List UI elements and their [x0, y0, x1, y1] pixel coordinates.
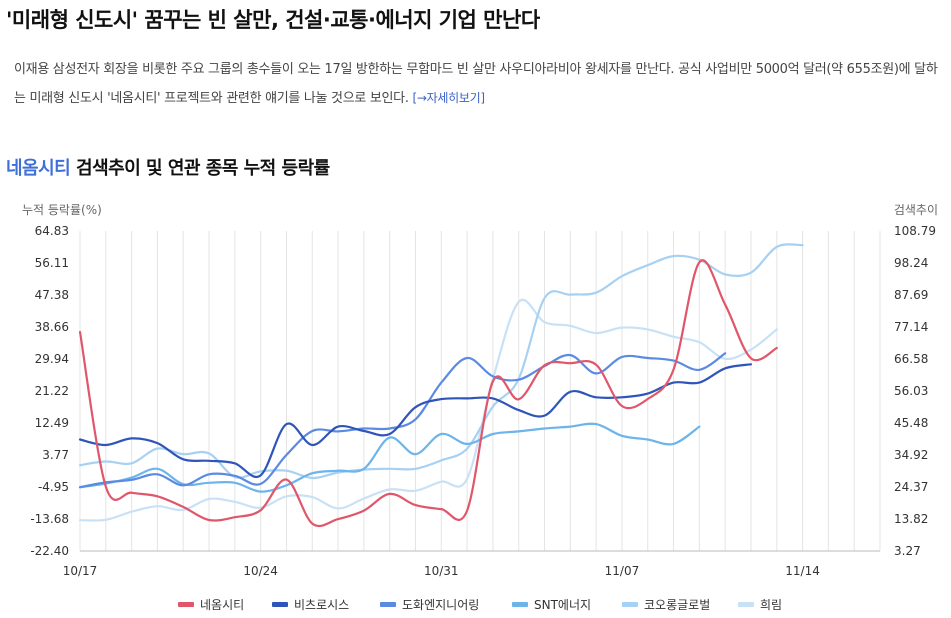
right-tick-label: 45.48 [894, 416, 928, 430]
legend-item[interactable]: 도화엔지니어링 [380, 598, 479, 612]
right-tick-label: 3.27 [894, 544, 921, 558]
x-tick-label: 10/24 [243, 564, 278, 578]
left-tick-label: 64.83 [35, 224, 69, 238]
legend-swatch [512, 602, 528, 607]
left-tick-label: 29.94 [35, 352, 69, 366]
legend-item[interactable]: SNT에너지 [512, 598, 591, 612]
series-lines [78, 243, 804, 528]
legend-item[interactable]: 비츠로시스 [272, 598, 349, 612]
article-summary-text: 이재용 삼성전자 회장을 비롯한 주요 그룹의 총수들이 오는 17일 방한하는… [14, 62, 938, 106]
left-tick-label: 47.38 [35, 288, 69, 302]
more-link[interactable]: [→자세히보기] [412, 91, 486, 105]
axis-ticks: 64.83 56.11 47.38 38.66 29.94 21.22 12.49 3.77 -… [30, 224, 936, 578]
right-tick-label: 24.37 [894, 480, 928, 494]
left-tick-label: -13.68 [30, 512, 69, 526]
right-tick-label: 13.82 [894, 512, 928, 526]
left-tick-label: -22.40 [30, 544, 69, 558]
right-tick-label: 98.24 [894, 256, 928, 270]
left-tick-label: -4.95 [38, 480, 69, 494]
x-tick-label: 10/17 [63, 564, 98, 578]
series-line-2 [78, 363, 753, 478]
series-line-5 [78, 243, 804, 480]
series-line-6 [78, 298, 778, 522]
legend: 네옴시티 비츠로시스 도화엔지니어링 SNT에너지 코오롱글로벌 희림 [178, 598, 782, 612]
right-tick-label: 77.14 [894, 320, 928, 334]
legend-item[interactable]: 코오롱글로벌 [622, 598, 710, 612]
legend-label: 희림 [760, 598, 782, 612]
chart-title-rest: 검색추이 및 연관 종목 누적 등락률 [70, 158, 330, 179]
legend-label: 네옴시티 [200, 598, 244, 612]
legend-label: 도화엔지니어링 [402, 598, 479, 612]
right-axis-unit: 검색추이 [894, 203, 938, 217]
chart-title: 네옴시티 검색추이 및 연관 종목 누적 등락률 [6, 154, 330, 180]
legend-label: SNT에너지 [534, 598, 591, 612]
left-tick-label: 12.49 [35, 416, 69, 430]
legend-swatch [380, 602, 396, 607]
x-tick-label: 10/31 [424, 564, 459, 578]
legend-swatch [178, 602, 194, 607]
left-tick-label: 21.22 [35, 384, 69, 398]
right-tick-label: 108.79 [894, 224, 936, 238]
right-tick-label: 34.92 [894, 448, 928, 462]
legend-label: 코오롱글로벌 [644, 598, 710, 612]
left-tick-label: 3.77 [42, 448, 69, 462]
x-tick-label: 11/14 [785, 564, 820, 578]
legend-swatch [738, 602, 754, 607]
series-line-3 [78, 352, 727, 489]
legend-swatch [272, 602, 288, 607]
left-axis-unit: 누적 등락률(%) [22, 203, 102, 217]
right-tick-label: 56.03 [894, 384, 928, 398]
left-tick-label: 56.11 [35, 256, 69, 270]
legend-item[interactable]: 네옴시티 [178, 598, 244, 612]
legend-swatch [622, 602, 638, 607]
chart-title-keyword: 네옴시티 [6, 158, 71, 179]
article-summary: 이재용 삼성전자 회장을 비롯한 주요 그룹의 총수들이 오는 17일 방한하는… [14, 56, 939, 113]
line-chart: 누적 등락률(%) 검색추이 64.83 56.11 47.38 38.66 29.94… [22, 203, 938, 612]
x-tick-label: 11/07 [605, 564, 640, 578]
right-tick-label: 87.69 [894, 288, 928, 302]
legend-item[interactable]: 희림 [738, 598, 782, 612]
right-tick-label: 66.58 [894, 352, 928, 366]
legend-label: 비츠로시스 [294, 598, 349, 612]
left-tick-label: 38.66 [35, 320, 69, 334]
series-line-1 [78, 259, 778, 528]
article-headline: '미래형 신도시' 꿈꾸는 빈 살만, 건설·교통·에너지 기업 만난다 [6, 8, 540, 32]
